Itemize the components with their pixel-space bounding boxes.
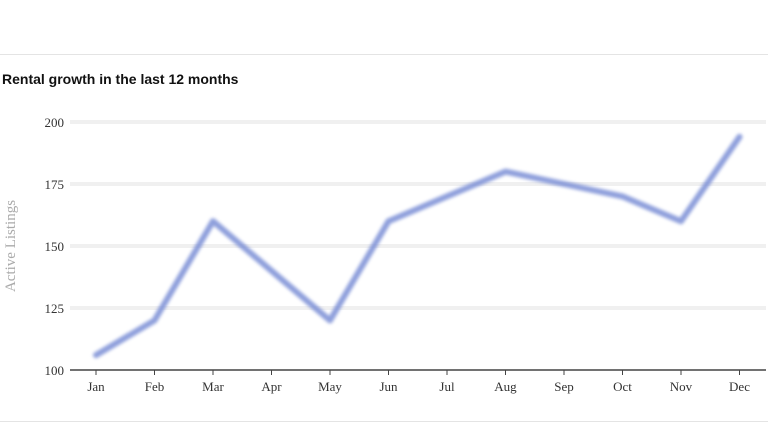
x-tick-label: Sep bbox=[554, 379, 574, 394]
y-tick-label: 125 bbox=[45, 301, 65, 316]
x-tick-label: Jan bbox=[87, 379, 105, 394]
x-tick-label: Nov bbox=[670, 379, 693, 394]
x-tick-label: May bbox=[318, 379, 342, 394]
y-tick-label: 200 bbox=[45, 115, 65, 130]
x-tick-label: Jun bbox=[379, 379, 398, 394]
y-tick-label: 100 bbox=[45, 363, 65, 378]
x-tick-label: Feb bbox=[145, 379, 165, 394]
top-divider bbox=[0, 54, 768, 55]
series-layer bbox=[93, 133, 743, 359]
y-axis-title: Active Listings bbox=[3, 200, 19, 292]
chart-title: Rental growth in the last 12 months bbox=[2, 71, 239, 87]
x-tick-label: Oct bbox=[613, 379, 632, 394]
series-line bbox=[93, 133, 743, 359]
y-tick-label: 175 bbox=[45, 177, 65, 192]
x-tick-label: Dec bbox=[729, 379, 750, 394]
bottom-divider bbox=[0, 421, 768, 422]
x-tick-label: Apr bbox=[261, 379, 282, 394]
grid-layer bbox=[70, 120, 766, 310]
x-tick-label: Jul bbox=[439, 379, 455, 394]
axis-layer: 100 125 150 175 200 Jan Feb Mar Apr May Jun Jul Aug S… bbox=[45, 115, 766, 394]
y-tick-label: 150 bbox=[45, 239, 65, 254]
x-tick-label: Aug bbox=[494, 379, 517, 394]
x-tick-label: Mar bbox=[202, 379, 224, 394]
